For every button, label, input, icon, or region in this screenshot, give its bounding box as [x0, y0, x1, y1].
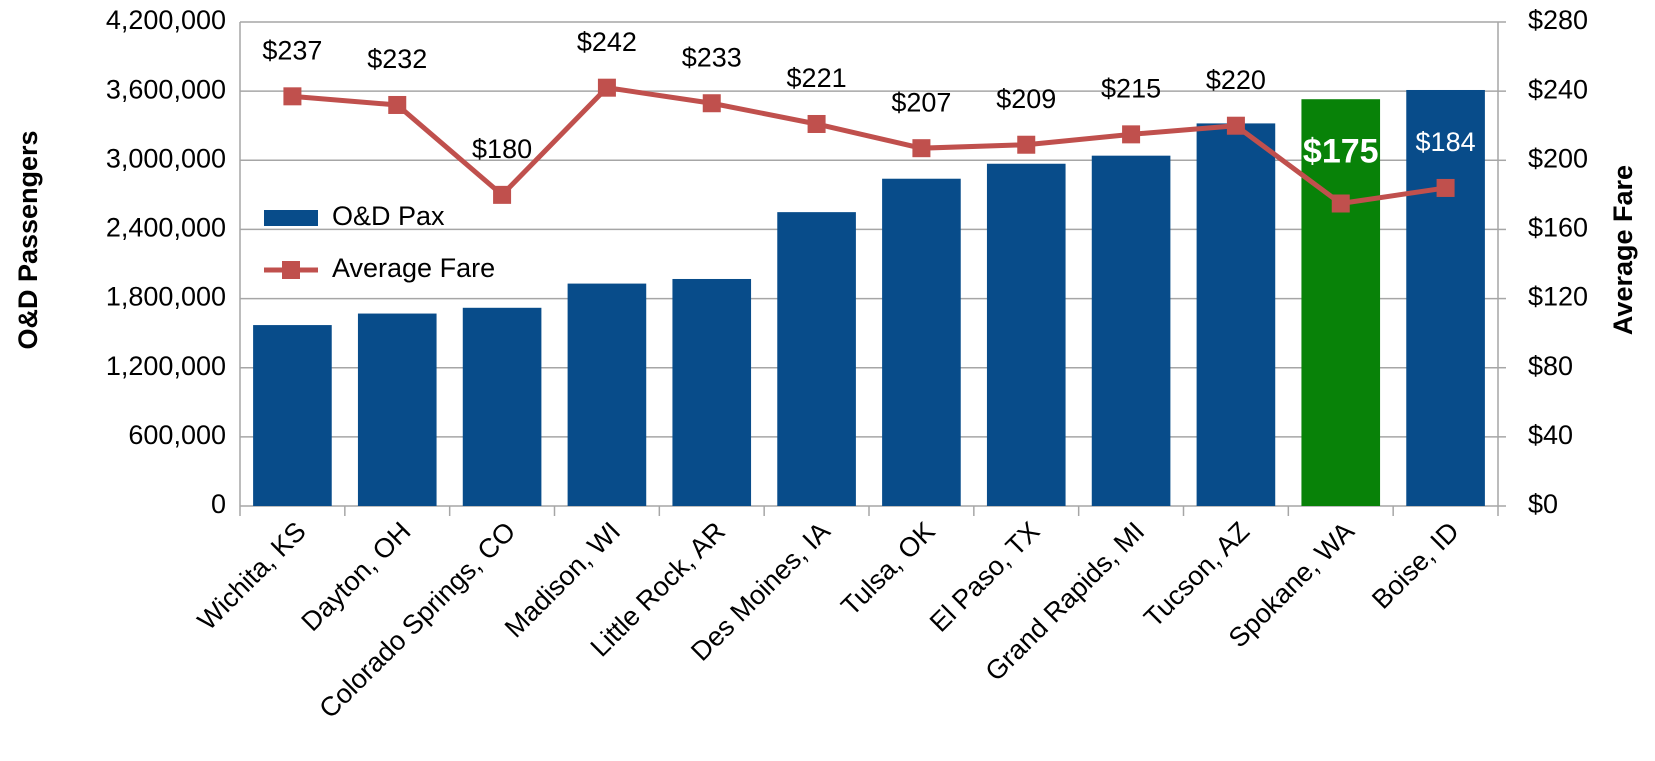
legend-label: Average Fare [332, 253, 495, 283]
y-tick-label: 2,400,000 [106, 213, 226, 243]
y2-tick-label: $200 [1528, 143, 1588, 173]
y2-axis-title: Average Fare [1608, 165, 1638, 335]
data-label: $175 [1303, 132, 1379, 170]
bar [357, 313, 437, 506]
data-label: $242 [577, 27, 637, 57]
bar [986, 163, 1066, 506]
data-label: $209 [996, 84, 1056, 114]
data-label: $207 [891, 87, 951, 117]
bar [253, 325, 332, 506]
marker [493, 185, 512, 204]
marker [597, 78, 616, 97]
legend-label: O&D Pax [332, 201, 445, 231]
y2-tick-label: $40 [1528, 420, 1573, 450]
y-tick-label: 1,800,000 [106, 282, 226, 312]
marker [912, 139, 931, 158]
data-label: $215 [1101, 73, 1161, 103]
marker [283, 87, 302, 106]
x-tick-label: Boise, ID [1366, 516, 1465, 615]
y-tick-label: 600,000 [128, 420, 226, 450]
data-label: $232 [367, 44, 427, 74]
marker [1017, 135, 1036, 154]
marker [388, 95, 407, 114]
x-tick-label: Tulsa, OK [835, 516, 940, 621]
marker [1122, 125, 1141, 144]
line [292, 85, 1446, 207]
bar [882, 178, 961, 506]
y2-tick-label: $280 [1528, 5, 1588, 35]
y2-tick-label: $0 [1528, 489, 1558, 519]
y-tick-label: 0 [211, 489, 226, 519]
marker [702, 94, 721, 113]
marker [1226, 116, 1245, 135]
y2-tick-label: $120 [1528, 282, 1588, 312]
marker [1331, 194, 1350, 213]
marker [1436, 178, 1455, 197]
y-tick-label: 1,200,000 [106, 351, 226, 381]
y-tick-label: 3,600,000 [106, 74, 226, 104]
x-tick-label: Wichita, KS [192, 516, 312, 636]
y2-tick-label: $240 [1528, 74, 1588, 104]
legend-swatch [282, 261, 300, 279]
y2-tick-label: $80 [1528, 351, 1573, 381]
data-label: $221 [787, 63, 847, 93]
legend-swatch [264, 210, 318, 226]
y-axis-title: O&D Passengers [13, 130, 43, 349]
data-label: $220 [1206, 65, 1266, 95]
bar [777, 212, 856, 506]
bar [1196, 123, 1276, 507]
bar [1091, 155, 1171, 506]
x-tick-label: Tucson, AZ [1138, 516, 1255, 633]
y2-tick-label: $160 [1528, 213, 1588, 243]
data-label: $233 [682, 42, 742, 72]
marker [807, 114, 826, 133]
y-tick-label: 3,000,000 [106, 143, 226, 173]
bar [672, 278, 752, 506]
data-label: $180 [472, 134, 532, 164]
y-tick-label: 4,200,000 [106, 5, 226, 35]
data-label: $237 [262, 35, 322, 65]
bar [567, 283, 647, 506]
x-tick-label: Colorado Springs, CO [313, 516, 521, 724]
bar [1301, 99, 1381, 506]
bar [462, 307, 542, 506]
bar [1406, 89, 1485, 506]
data-label: $184 [1416, 127, 1476, 157]
